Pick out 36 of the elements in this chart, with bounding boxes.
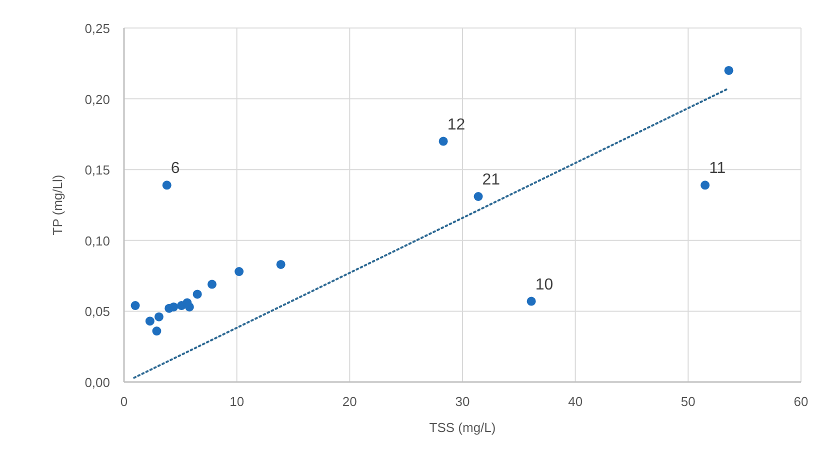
point [724,66,734,75]
y-tick-label: 0,05 [84,304,110,320]
x-tick-label: 60 [794,394,808,409]
annotation: 6 [170,160,180,178]
point [526,296,536,306]
annotation: 12 [447,116,466,134]
point [169,302,178,312]
point [145,316,154,326]
x-tick-label: 0 [120,394,128,409]
x-axis-title: TSS (mg/L) [429,420,496,435]
x-tick-label: 30 [455,394,470,409]
point [162,180,172,190]
point [474,192,483,202]
point [234,267,244,276]
point [438,136,448,146]
y-tick-label: 0,20 [84,92,110,107]
y-tick-label: 0,00 [84,375,110,390]
y-axis-title: TP (mg/Ll) [50,174,65,236]
annotation: 21 [482,172,500,189]
annotation: 11 [709,160,726,178]
x-tick-label: 50 [680,394,696,409]
point [184,302,194,312]
point [208,280,217,289]
point [154,312,164,322]
point [276,260,286,269]
annotation: 10 [535,276,554,294]
x-tick-label: 20 [342,394,357,409]
point [700,180,710,190]
x-tick-label: 40 [568,394,583,409]
y-tick-label: 0,10 [84,233,110,248]
x-tick-label: 10 [230,394,244,409]
y-tick-label: 0,15 [84,162,110,178]
point [192,290,202,299]
point [130,301,140,310]
point [152,326,162,336]
y-tick-label: 0,25 [84,21,110,36]
